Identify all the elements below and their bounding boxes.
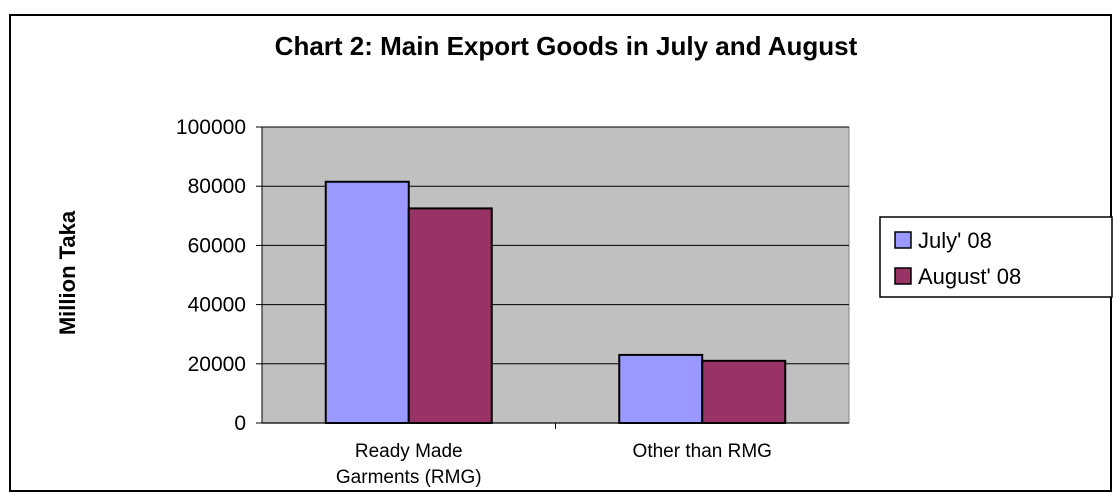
legend-swatch bbox=[894, 267, 912, 285]
legend-label: August' 08 bbox=[918, 264, 1021, 289]
y-tick-label: 100000 bbox=[176, 116, 246, 139]
category-label: Ready Made bbox=[355, 441, 463, 462]
legend-items: July' 08 August' 08 bbox=[894, 228, 1021, 289]
legend bbox=[879, 216, 1113, 298]
bar bbox=[618, 353, 704, 425]
bar bbox=[324, 180, 410, 424]
y-tick-label: 20000 bbox=[188, 353, 246, 376]
legend-swatch bbox=[894, 231, 912, 249]
bar bbox=[407, 207, 493, 424]
legend-label: July' 08 bbox=[918, 228, 992, 253]
category-label: Garments (RMG) bbox=[336, 467, 482, 488]
y-tick-label: 0 bbox=[234, 412, 246, 435]
y-tick-label: 60000 bbox=[188, 234, 246, 257]
y-axis-ticks: 0 20000 40000 60000 80000 100000 bbox=[176, 116, 262, 435]
category-label: Other than RMG bbox=[633, 441, 772, 462]
category-labels: Ready Made Garments (RMG) Other than RMG bbox=[336, 423, 772, 488]
y-tick-label: 40000 bbox=[188, 294, 246, 317]
y-axis-label: Million Taka bbox=[55, 210, 80, 335]
bar bbox=[701, 359, 787, 424]
y-tick-label: 80000 bbox=[188, 175, 246, 198]
bars bbox=[324, 180, 787, 425]
chart-title: Chart 2: Main Export Goods in July and A… bbox=[275, 31, 858, 61]
